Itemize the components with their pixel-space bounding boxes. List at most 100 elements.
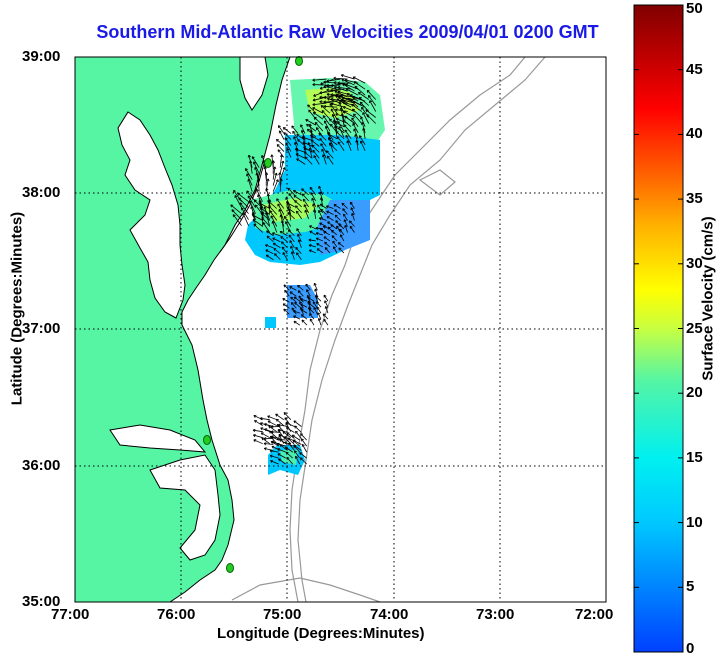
velocity-arrow bbox=[300, 309, 308, 314]
velocity-arrow-head bbox=[266, 230, 268, 234]
velocity-arrow-head bbox=[315, 238, 319, 241]
velocity-arrow bbox=[332, 240, 338, 248]
velocity-arrow bbox=[316, 306, 322, 314]
velocity-arrow bbox=[321, 148, 327, 159]
velocity-arrow-head bbox=[272, 232, 275, 236]
bathymetry-contours bbox=[231, 57, 546, 602]
velocity-arrow bbox=[334, 209, 341, 215]
velocity-arrow-head bbox=[274, 172, 277, 176]
velocity-arrow bbox=[344, 129, 352, 139]
velocity-arrow-head bbox=[270, 436, 273, 439]
velocity-arrow-head bbox=[366, 114, 368, 118]
velocity-arrow bbox=[320, 143, 327, 153]
velocity-arrow-head bbox=[312, 209, 315, 213]
velocity-arrow bbox=[333, 77, 348, 80]
velocity-arrow bbox=[267, 415, 277, 421]
velocity-arrow bbox=[251, 156, 260, 168]
velocity-arrow-head bbox=[337, 82, 341, 85]
velocity-arrow bbox=[307, 104, 317, 114]
velocity-arrow bbox=[360, 116, 366, 127]
velocity-arrow-head bbox=[320, 209, 322, 212]
velocity-arrow-head bbox=[354, 134, 356, 137]
velocity-arrow-head bbox=[319, 88, 323, 90]
velocity-arrow bbox=[292, 434, 300, 441]
velocity-arrow bbox=[269, 430, 278, 438]
velocity-arrow bbox=[261, 217, 271, 227]
velocity-arrow bbox=[343, 213, 348, 221]
velocity-arrow-head bbox=[279, 214, 282, 218]
velocity-arrow-head bbox=[275, 139, 278, 142]
velocity-arrow-head bbox=[279, 439, 281, 442]
velocity-arrow bbox=[246, 190, 256, 202]
velocity-arrow-head bbox=[265, 254, 268, 258]
velocity-arrow bbox=[279, 231, 288, 237]
velocity-arrow-head bbox=[301, 188, 303, 192]
velocity-arrow-head bbox=[301, 314, 303, 318]
velocity-arrow bbox=[325, 306, 329, 314]
velocity-arrow-head bbox=[264, 428, 267, 432]
velocity-arrow bbox=[289, 286, 297, 291]
velocity-arrow bbox=[279, 178, 282, 192]
velocity-arrow bbox=[312, 107, 324, 114]
velocity-arrow bbox=[293, 195, 302, 202]
velocity-arrow bbox=[346, 88, 359, 96]
velocity-arrow-head bbox=[279, 231, 282, 234]
velocity-arrow bbox=[293, 445, 301, 453]
velocity-arrow bbox=[276, 438, 286, 441]
velocity-arrow-head bbox=[309, 129, 312, 133]
velocity-arrow bbox=[312, 78, 327, 81]
velocity-arrow-head bbox=[296, 158, 299, 162]
velocity-arrow-head bbox=[309, 225, 312, 229]
velocity-arrow bbox=[359, 96, 370, 106]
velocity-arrow bbox=[322, 313, 329, 320]
velocity-arrow bbox=[313, 155, 320, 165]
velocity-arrow bbox=[252, 219, 264, 227]
velocity-arrow-head bbox=[308, 123, 311, 127]
velocity-arrow-head bbox=[319, 92, 323, 95]
velocity-arrow-head bbox=[285, 427, 288, 431]
velocity-arrow bbox=[286, 427, 295, 433]
velocity-arrow-head bbox=[271, 160, 274, 163]
velocity-arrow bbox=[315, 232, 323, 236]
velocity-arrow-head bbox=[259, 418, 263, 421]
colorbar-tick-label: 40 bbox=[686, 125, 703, 143]
velocity-arrow-head bbox=[307, 306, 310, 310]
velocity-arrow bbox=[266, 230, 274, 237]
velocity-arrow bbox=[268, 425, 278, 433]
velocity-arrow-head bbox=[267, 415, 270, 419]
velocity-arrow bbox=[260, 432, 270, 439]
velocity-arrow-head bbox=[334, 90, 337, 94]
velocity-arrow bbox=[286, 207, 295, 214]
velocity-arrow bbox=[291, 251, 295, 260]
velocity-arrow bbox=[318, 186, 324, 196]
velocity-arrow bbox=[293, 190, 302, 196]
velocity-arrow-head bbox=[340, 113, 343, 117]
velocity-arrow bbox=[278, 125, 285, 134]
velocity-arrow-head bbox=[312, 79, 316, 82]
velocity-arrow-head bbox=[300, 433, 302, 437]
velocity-arrow-head bbox=[261, 437, 264, 441]
velocity-arrow bbox=[330, 88, 345, 91]
velocity-arrow bbox=[309, 187, 316, 196]
velocity-arrow-head bbox=[361, 122, 363, 125]
velocity-arrow bbox=[279, 130, 285, 140]
velocity-arrow bbox=[329, 142, 334, 153]
velocity-arrow-head bbox=[292, 310, 296, 313]
velocity-arrow bbox=[296, 158, 306, 165]
velocity-arrow-head bbox=[353, 81, 356, 85]
velocity-arrow-head bbox=[337, 91, 341, 94]
velocity-arrow bbox=[289, 291, 297, 297]
velocity-arrow bbox=[323, 231, 331, 236]
velocity-arrow bbox=[323, 100, 338, 103]
grid-lines bbox=[75, 57, 606, 602]
velocity-arrow-head bbox=[257, 194, 259, 198]
velocity-arrow-head bbox=[326, 216, 329, 219]
velocity-arrow bbox=[281, 220, 285, 233]
velocity-arrow-head bbox=[314, 288, 316, 292]
velocity-arrow-head bbox=[283, 412, 285, 416]
velocity-arrow bbox=[253, 434, 263, 439]
velocity-arrow bbox=[336, 98, 348, 106]
plot-frame bbox=[74, 56, 607, 603]
velocity-arrow-head bbox=[291, 434, 294, 438]
velocity-arrow-head bbox=[278, 458, 280, 462]
